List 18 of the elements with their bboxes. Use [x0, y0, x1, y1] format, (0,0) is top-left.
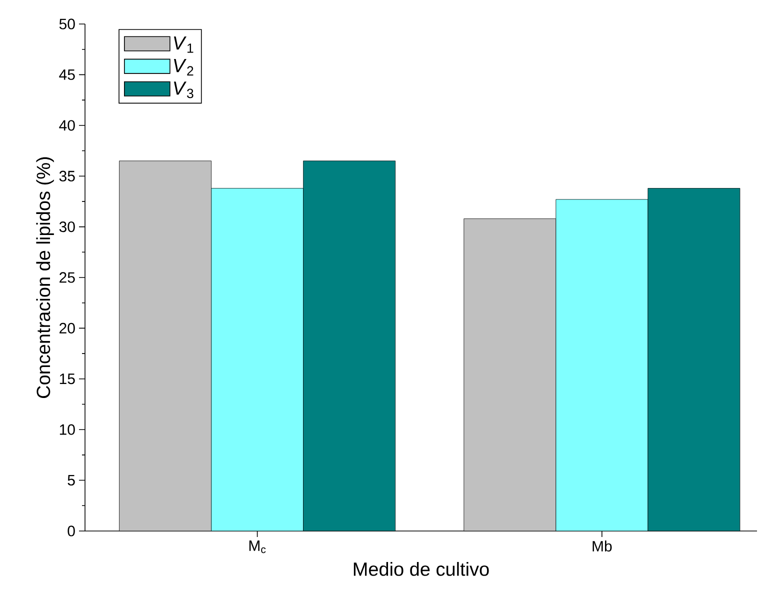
y-tick-label: 40: [59, 120, 75, 131]
x-tick-label: M$_{c}$: [249, 540, 266, 554]
legend-label: V$_{1}$: [174, 36, 194, 53]
y-tick-label: 20: [60, 322, 75, 334]
legend-label: V$_{3}$: [174, 82, 194, 98]
y-tick-label: 30: [59, 221, 75, 232]
y-tick-label: 15: [60, 374, 75, 384]
y-axis-title: Concentracion de lipidos (%): [36, 157, 54, 398]
y-tick-label: 35: [59, 170, 75, 182]
x-tick-label: Mb: [592, 540, 612, 552]
y-tick-label: 10: [60, 424, 75, 435]
x-axis-title: Medio de cultivo: [354, 562, 489, 576]
y-tick-label: 50: [59, 18, 75, 30]
y-tick-label: 0: [68, 526, 75, 536]
y-tick-label: 25: [60, 272, 75, 283]
y-tick-label: 45: [59, 69, 75, 80]
y-tick-label: 5: [68, 475, 75, 486]
legend-label: V$_{2}$: [174, 59, 194, 76]
